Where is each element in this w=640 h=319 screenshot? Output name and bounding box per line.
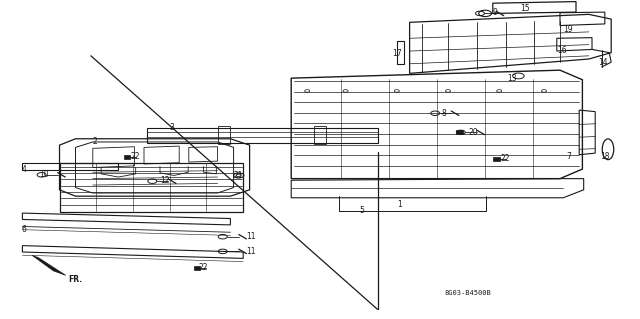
- Bar: [493, 157, 500, 161]
- Text: 12: 12: [160, 176, 169, 185]
- Polygon shape: [32, 255, 66, 275]
- Text: 6: 6: [22, 225, 27, 234]
- Text: 21: 21: [234, 171, 243, 180]
- Text: 20: 20: [468, 128, 479, 137]
- Text: 19: 19: [563, 25, 573, 34]
- Text: 16: 16: [557, 46, 567, 55]
- Text: 2: 2: [92, 137, 97, 146]
- Text: 22: 22: [199, 263, 208, 272]
- Text: 22: 22: [501, 154, 510, 163]
- Text: FR.: FR.: [68, 275, 82, 284]
- Bar: [194, 266, 200, 270]
- Text: 10: 10: [38, 170, 49, 179]
- Text: 14: 14: [598, 58, 608, 67]
- Text: 18: 18: [600, 152, 609, 161]
- Text: 15: 15: [520, 4, 530, 13]
- Bar: [124, 155, 130, 159]
- Text: 11: 11: [246, 247, 255, 256]
- Text: 4: 4: [22, 165, 27, 174]
- Text: 11: 11: [246, 232, 255, 241]
- Text: 3: 3: [169, 123, 174, 132]
- Text: 22: 22: [131, 152, 140, 161]
- Text: 17: 17: [392, 49, 402, 58]
- Text: 5: 5: [359, 206, 364, 215]
- Text: 9: 9: [492, 8, 497, 17]
- Text: 8: 8: [441, 109, 446, 118]
- Text: 1: 1: [397, 200, 403, 209]
- Text: 13: 13: [507, 74, 517, 83]
- Bar: [456, 130, 463, 134]
- Text: 8G03-B4500B: 8G03-B4500B: [445, 291, 492, 296]
- Text: 7: 7: [566, 152, 571, 161]
